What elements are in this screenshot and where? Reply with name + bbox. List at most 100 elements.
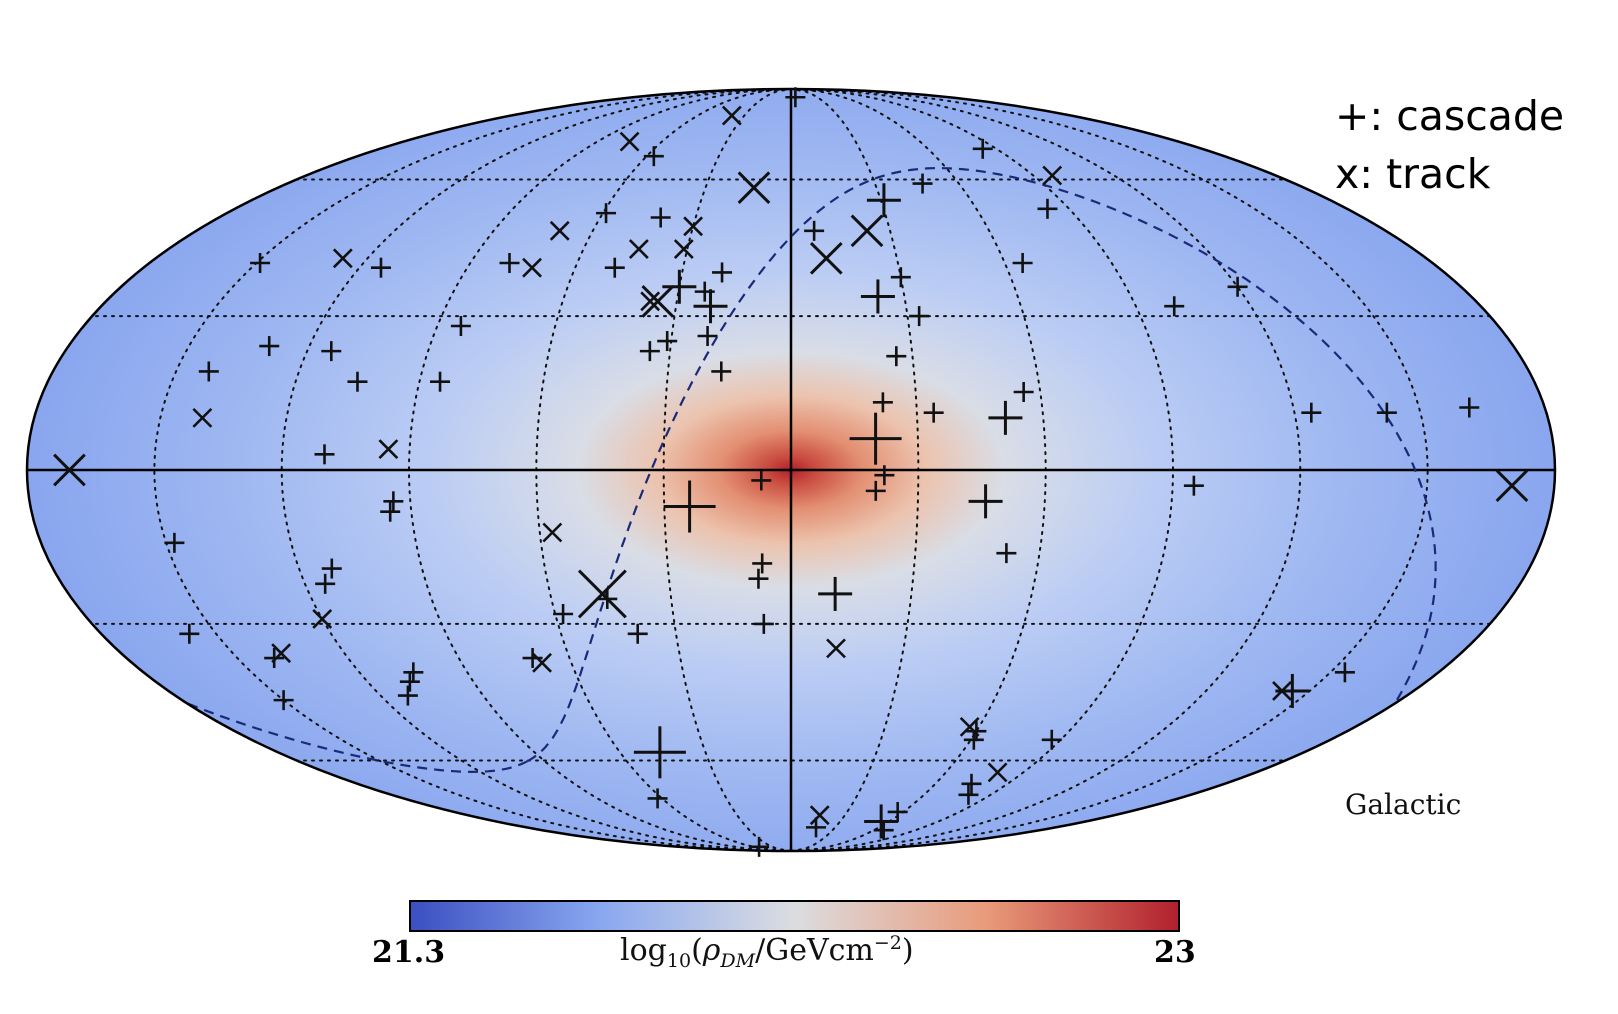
cascade-marker-82	[1459, 397, 1480, 418]
cascade-marker-66	[399, 671, 420, 692]
cascade-marker-26	[890, 267, 911, 288]
colorbar-max-label: 23	[1154, 935, 1196, 970]
cascade-marker-57	[383, 491, 404, 512]
cascade-marker-12	[430, 371, 451, 392]
cascade-marker-9	[499, 252, 520, 273]
cascade-marker-59	[321, 558, 342, 579]
cascade-marker-67	[403, 662, 424, 683]
track-marker-7	[628, 239, 649, 259]
cascade-marker-77	[966, 721, 987, 742]
meridian--120	[790, 89, 1302, 851]
track-marker-8	[549, 220, 570, 241]
track-marker-stroke-b	[532, 652, 552, 673]
track-marker-24	[959, 716, 980, 737]
track-marker-17	[1495, 469, 1529, 503]
track-marker-20	[532, 652, 552, 673]
cascade-marker-63	[273, 690, 294, 711]
track-marker-15	[53, 453, 86, 487]
cascade-marker-75	[864, 804, 899, 839]
track-marker-stroke-b	[826, 638, 846, 659]
cascade-marker-71	[958, 784, 979, 805]
track-marker-stroke-b	[850, 214, 884, 248]
track-marker-22	[271, 643, 292, 664]
cascade-marker-43	[968, 484, 1003, 519]
track-marker-stroke-b	[721, 105, 742, 126]
cascade-marker-62	[179, 623, 200, 644]
cascade-marker-51	[753, 613, 774, 634]
track-marker-stroke-b	[673, 239, 694, 259]
cascade-marker-28	[860, 279, 895, 314]
track-marker-stroke-b	[809, 241, 843, 275]
cascade-marker-76	[887, 801, 908, 822]
cascade-marker-39	[1376, 402, 1397, 423]
cascade-marker-13	[347, 371, 368, 392]
cascade-marker-55	[627, 623, 648, 644]
cascade-marker-68	[633, 726, 686, 779]
cascade-marker-65	[397, 685, 418, 706]
track-marker-10	[641, 284, 675, 318]
cascade-marker-58	[380, 501, 401, 522]
cascade-marker-0	[785, 87, 806, 108]
track-marker-stroke-b	[549, 220, 570, 241]
track-marker-stroke-b	[332, 248, 353, 269]
track-marker-14	[192, 407, 213, 428]
cascade-marker-29	[909, 306, 930, 327]
track-marker-stroke-b	[378, 439, 399, 460]
cascade-marker-31	[872, 392, 893, 413]
cascade-marker-38	[1227, 276, 1248, 297]
cascade-marker-27	[866, 183, 901, 218]
cascade-marker-56	[522, 648, 543, 669]
cascade-marker-7	[912, 173, 933, 194]
track-marker-stroke-b	[640, 291, 661, 312]
cascade-marker-4	[712, 262, 733, 283]
track-marker-12	[332, 248, 353, 269]
track-marker-9	[522, 257, 542, 278]
meridian--150	[790, 89, 1429, 851]
track-marker-stroke-b	[53, 453, 86, 487]
cascade-marker-70	[749, 836, 770, 857]
cascade-marker-34	[1037, 198, 1058, 219]
track-marker-27	[1272, 681, 1292, 701]
event-markers	[53, 87, 1529, 857]
track-marker-stroke-b	[628, 239, 649, 259]
cascade-marker-42	[988, 400, 1023, 435]
track-marker-stroke-b	[959, 716, 980, 737]
track-marker-26	[809, 805, 830, 826]
track-marker-stroke-b	[619, 131, 640, 152]
track-marker-stroke-b	[522, 257, 542, 278]
track-marker-stroke-b	[271, 643, 292, 664]
cascade-marker-10	[450, 316, 471, 337]
coordinate-frame-label: Galactic	[1345, 788, 1462, 821]
track-marker-25	[987, 762, 1008, 783]
cascade-marker-1	[643, 146, 664, 167]
cascade-marker-54	[553, 603, 574, 624]
cascade-marker-52	[818, 576, 853, 611]
cascade-marker-60	[315, 573, 336, 594]
cascade-marker-61	[164, 532, 185, 553]
track-marker-stroke-b	[312, 609, 333, 629]
cascade-marker-47	[751, 470, 772, 491]
track-marker-stroke-b	[737, 171, 771, 205]
track-marker-21	[312, 609, 333, 629]
cascade-marker-2	[596, 203, 617, 224]
galactic-axes	[27, 89, 1555, 851]
cascade-marker-17	[250, 252, 271, 273]
track-marker-5	[683, 216, 704, 237]
cascade-marker-23	[639, 341, 660, 362]
track-marker-stroke-b	[987, 762, 1008, 783]
track-marker-3	[850, 214, 884, 248]
cascade-marker-14	[259, 336, 280, 357]
cascade-marker-25	[886, 346, 907, 367]
cascade-marker-73	[961, 773, 982, 794]
cascade-marker-46	[874, 465, 895, 486]
cascade-marker-18	[314, 444, 335, 465]
cascade-marker-6	[694, 281, 715, 302]
track-marker-stroke-b	[1042, 165, 1063, 186]
track-marker-stroke-b	[809, 805, 830, 826]
meridian-150	[153, 89, 792, 851]
track-marker-23	[826, 638, 846, 659]
cascade-marker-16	[370, 257, 391, 278]
cascade-marker-11	[321, 341, 342, 362]
colorbar	[409, 900, 1180, 932]
